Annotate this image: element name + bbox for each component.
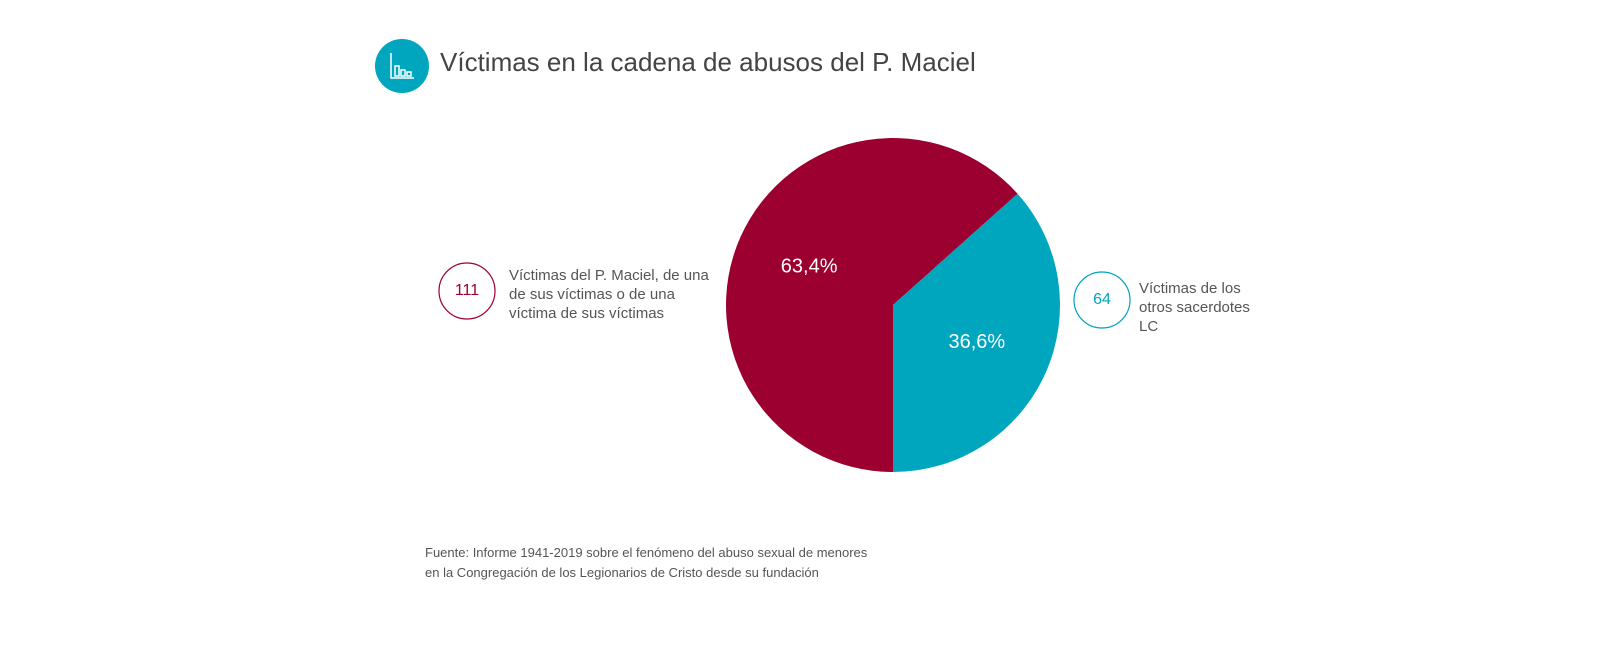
title-icon	[375, 39, 429, 93]
count-badge	[438, 262, 496, 320]
count-badge	[1073, 271, 1131, 329]
chart-title: Víctimas en la cadena de abusos del P. M…	[440, 47, 976, 77]
value-label: 36,6%	[948, 331, 1005, 353]
icon-glyph	[390, 53, 414, 79]
source-note: Fuente: Informe 1941-2019 sobre el fenóm…	[425, 545, 868, 560]
value-label: 63,4%	[781, 256, 838, 278]
pie-slice	[893, 193, 1060, 473]
count-label: 111	[455, 282, 479, 299]
legend-label: Víctimas del P. Maciel, de una de sus ví…	[509, 267, 709, 322]
source-note: en la Congregación de los Legionarios de…	[425, 565, 819, 580]
count-label: 64	[1093, 291, 1111, 308]
legend-label: Víctimas de los otros sacerdotes LC	[1139, 280, 1250, 335]
pie-slice	[726, 138, 1018, 473]
